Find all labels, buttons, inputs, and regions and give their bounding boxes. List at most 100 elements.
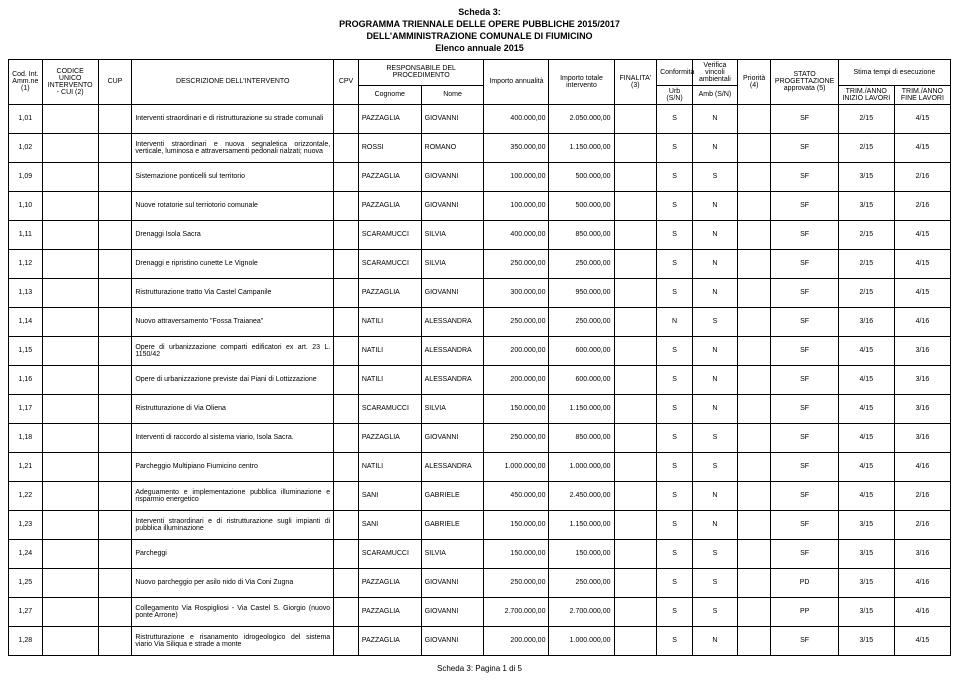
cell-urb: S — [657, 278, 693, 307]
cell-stato: SF — [771, 510, 838, 539]
cell-desc: Drenaggi e ripristino cunette Le Vignole — [132, 249, 334, 278]
works-table: Cod. Int. Amm.ne (1) CODICE UNICO INTERV… — [8, 59, 951, 656]
cell-amb: N — [692, 510, 737, 539]
table-row: 1,13Ristrutturazione tratto Via Castel C… — [9, 278, 951, 307]
cell-desc: Adeguamento e implementazione pubblica i… — [132, 481, 334, 510]
cell-tot: 850.000,00 — [549, 423, 614, 452]
cell-fine: 4/15 — [894, 104, 950, 133]
cell-amb: S — [692, 162, 737, 191]
cell-ann: 150.000,00 — [484, 394, 549, 423]
cell-ann: 250.000,00 — [484, 568, 549, 597]
cell-amb: S — [692, 597, 737, 626]
cell-cognome: PAZZAGLIA — [358, 597, 421, 626]
cell-amb: N — [692, 278, 737, 307]
cell-amb: N — [692, 191, 737, 220]
cell-nome: SILVIA — [421, 220, 484, 249]
table-row: 1,21Parcheggio Multipiano Fiumicino cent… — [9, 452, 951, 481]
cell-cup — [98, 481, 132, 510]
cell-pri — [737, 481, 771, 510]
th-desc: DESCRIZIONE DELL'INTERVENTO — [132, 59, 334, 104]
cell-finalita — [614, 539, 657, 568]
cell-desc: Nuovo parcheggio per asilo nido di Via C… — [132, 568, 334, 597]
cell-cpv — [334, 278, 359, 307]
cell-pri — [737, 626, 771, 655]
cell-nome: GIOVANNI — [421, 568, 484, 597]
cell-stato: SF — [771, 365, 838, 394]
cell-urb: S — [657, 220, 693, 249]
cell-urb: S — [657, 597, 693, 626]
cell-finalita — [614, 394, 657, 423]
cell-inizio: 3/15 — [838, 510, 894, 539]
cell-unico — [42, 220, 98, 249]
cell-cognome: SANI — [358, 481, 421, 510]
table-row: 1,18Interventi di raccordo al sistema vi… — [9, 423, 951, 452]
cell-cpv — [334, 133, 359, 162]
cell-finalita — [614, 133, 657, 162]
cell-desc: Ristrutturazione tratto Via Castel Campa… — [132, 278, 334, 307]
cell-pri — [737, 249, 771, 278]
cell-urb: S — [657, 365, 693, 394]
table-head: Cod. Int. Amm.ne (1) CODICE UNICO INTERV… — [9, 59, 951, 104]
cell-inizio: 2/15 — [838, 220, 894, 249]
cell-urb: S — [657, 336, 693, 365]
cell-desc: Nuove rotatorie sul terriotorio comunale — [132, 191, 334, 220]
th-resp: RESPONSABILE DEL PROCEDIMENTO — [358, 59, 484, 85]
cell-cognome: SANI — [358, 510, 421, 539]
title-line-1: Scheda 3: — [8, 6, 951, 18]
cell-cognome: SCARAMUCCI — [358, 394, 421, 423]
cell-inizio: 3/15 — [838, 162, 894, 191]
cell-inizio: 4/15 — [838, 394, 894, 423]
cell-tot: 250.000,00 — [549, 249, 614, 278]
cell-fine: 4/15 — [894, 133, 950, 162]
th-cognome: Cognome — [358, 85, 421, 104]
cell-ann: 300.000,00 — [484, 278, 549, 307]
cell-cod: 1,11 — [9, 220, 43, 249]
cell-inizio: 2/15 — [838, 104, 894, 133]
cell-amb: N — [692, 133, 737, 162]
cell-tot: 1.000.000,00 — [549, 626, 614, 655]
cell-unico — [42, 423, 98, 452]
table-row: 1,09Sistemazione ponticelli sul territor… — [9, 162, 951, 191]
title-line-4: Elenco annuale 2015 — [8, 42, 951, 54]
cell-unico — [42, 539, 98, 568]
cell-fine: 3/16 — [894, 336, 950, 365]
cell-fine: 3/16 — [894, 394, 950, 423]
cell-urb: S — [657, 249, 693, 278]
cell-cup — [98, 394, 132, 423]
cell-desc: Interventi straordinari e di ristruttura… — [132, 510, 334, 539]
th-tot: Importo totale intervento — [549, 59, 614, 104]
page: Scheda 3: PROGRAMMA TRIENNALE DELLE OPER… — [0, 0, 959, 687]
cell-cognome: NATILI — [358, 307, 421, 336]
cell-fine: 4/16 — [894, 568, 950, 597]
cell-fine: 2/16 — [894, 510, 950, 539]
cell-tot: 600.000,00 — [549, 365, 614, 394]
cell-unico — [42, 597, 98, 626]
cell-desc: Parcheggio Multipiano Fiumicino centro — [132, 452, 334, 481]
cell-finalita — [614, 510, 657, 539]
cell-cognome: PAZZAGLIA — [358, 423, 421, 452]
cell-cup — [98, 626, 132, 655]
cell-nome: GABRIELE — [421, 481, 484, 510]
cell-nome: GIOVANNI — [421, 104, 484, 133]
cell-cup — [98, 162, 132, 191]
th-cup: CUP — [98, 59, 132, 104]
cell-inizio: 2/15 — [838, 278, 894, 307]
cell-inizio: 4/15 — [838, 423, 894, 452]
cell-pri — [737, 568, 771, 597]
th-ver: Verifica vincoli ambientali — [692, 59, 737, 85]
cell-inizio: 2/15 — [838, 133, 894, 162]
cell-fine: 4/15 — [894, 626, 950, 655]
cell-cup — [98, 278, 132, 307]
cell-amb: N — [692, 220, 737, 249]
cell-inizio: 3/16 — [838, 307, 894, 336]
cell-tot: 1.150.000,00 — [549, 133, 614, 162]
cell-urb: S — [657, 133, 693, 162]
cell-tot: 2.450.000,00 — [549, 481, 614, 510]
cell-fine: 4/16 — [894, 597, 950, 626]
cell-pri — [737, 278, 771, 307]
cell-cpv — [334, 336, 359, 365]
cell-urb: N — [657, 307, 693, 336]
cell-pri — [737, 191, 771, 220]
cell-inizio: 3/15 — [838, 626, 894, 655]
cell-stato: SF — [771, 249, 838, 278]
